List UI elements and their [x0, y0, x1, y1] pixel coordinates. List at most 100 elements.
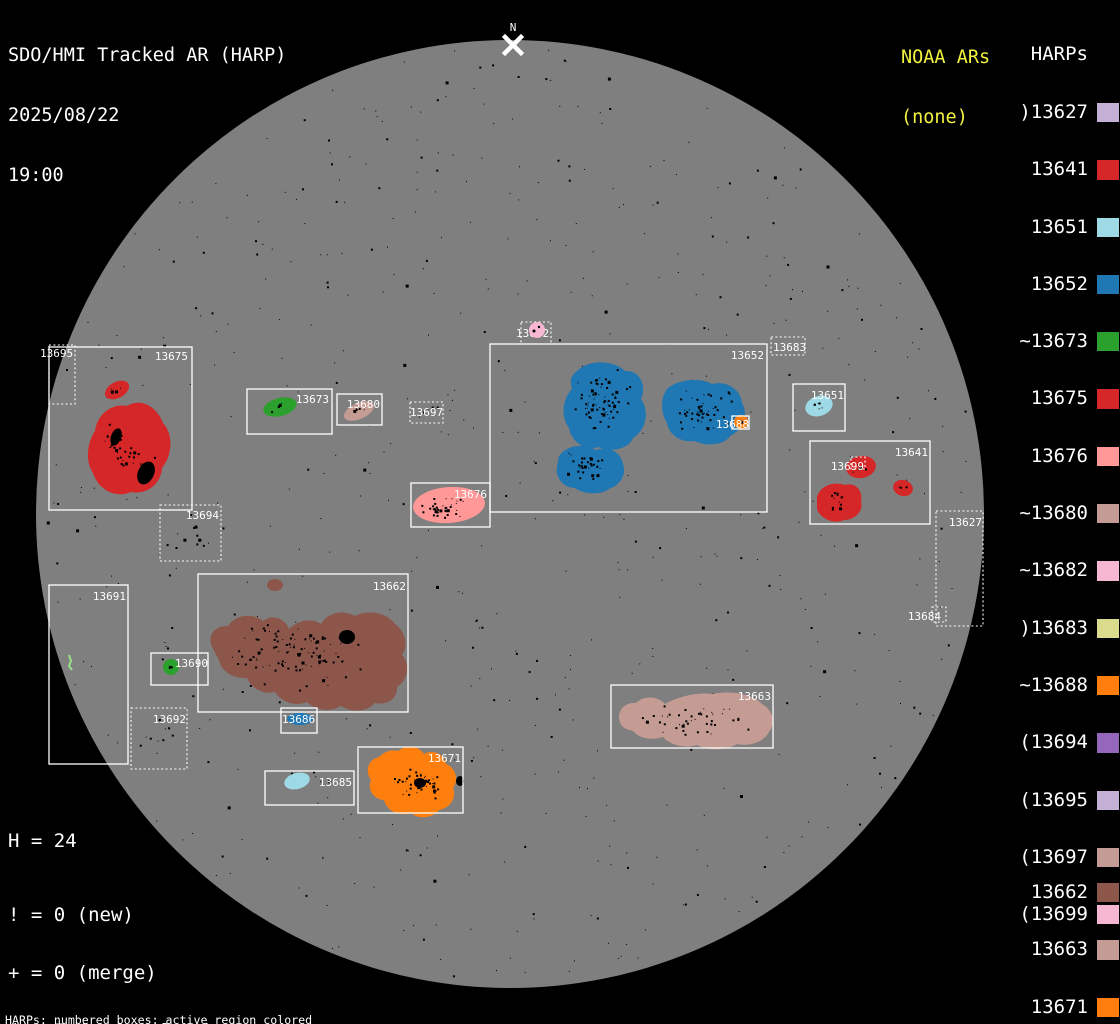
harp-id: (13694	[1019, 731, 1088, 754]
harp-label: 13699	[831, 460, 864, 473]
harp-label: 13676	[454, 488, 487, 501]
harp-box-13675	[48, 346, 193, 511]
harp-label: 13627	[949, 516, 982, 529]
ar-13682-group	[529, 322, 545, 338]
harp-box-13627	[935, 510, 984, 627]
harp-box-13663	[610, 684, 774, 749]
harp-box-13651	[792, 383, 846, 432]
harp-legend-row: (13695	[1019, 788, 1119, 811]
ar-13671	[367, 746, 457, 818]
harp-id: 13675	[1030, 387, 1088, 410]
harp-box-13680	[336, 393, 383, 426]
harp-color-swatch	[1097, 790, 1119, 810]
solar-disk	[36, 40, 984, 988]
harp-legend-row: 13671	[1019, 997, 1119, 1017]
ar-13685	[284, 772, 310, 790]
harp-label: 13651	[811, 389, 844, 402]
footer-notes: HARPs: numbered boxes; active region col…	[5, 990, 410, 1024]
harp-box-13695	[48, 344, 76, 405]
harp-count: H = 24	[8, 830, 77, 852]
harp-color-swatch	[1097, 675, 1119, 696]
harp-label: 13691	[93, 590, 126, 603]
harp-color-swatch	[1097, 274, 1119, 295]
harp-label: 13683	[773, 341, 806, 354]
harp-box-13686	[280, 707, 318, 734]
ar-13682	[529, 322, 545, 338]
harp-label: 13685	[319, 776, 352, 789]
ar-13662-top	[267, 579, 283, 591]
harp-id: ~13680	[1019, 502, 1088, 525]
ar-13676	[413, 486, 485, 524]
harp-box-13652	[489, 343, 768, 513]
harp-id: (13695	[1019, 788, 1088, 811]
ar-13641-right	[893, 479, 913, 497]
ar-13682-spot	[532, 329, 536, 333]
harp-label: 13684	[908, 610, 941, 623]
harp-box-13673	[246, 388, 333, 435]
harp-legend-row: 13641	[1019, 158, 1119, 181]
harp-color-swatch	[1097, 618, 1119, 638]
harp-id: ~13673	[1019, 330, 1088, 353]
ar-13680	[344, 401, 374, 421]
harp-legend-row: 13676	[1019, 446, 1119, 467]
date-label: 2025/08/22	[8, 105, 120, 126]
header: SDO/HMI Tracked AR (HARP) 2025/08/22 19:…	[8, 6, 286, 206]
ar-13682-spot	[537, 325, 541, 329]
harp-color-swatch	[1097, 905, 1119, 925]
flag-line-new: ! = 0 (new)	[8, 903, 134, 926]
north-label: N	[510, 21, 517, 34]
harp-color-swatch	[1097, 561, 1119, 581]
harp-legend-row: 13663	[1019, 940, 1119, 960]
ar-13688	[734, 415, 748, 429]
harp-legend-row: ~13673	[1019, 330, 1119, 353]
harp-color-swatch	[1097, 332, 1119, 352]
harp-id: )13627	[1019, 101, 1088, 123]
harp-label: 13686	[282, 713, 315, 726]
harp-id: 13651	[1030, 215, 1088, 238]
harp-box-13685	[264, 770, 355, 806]
harp-legend-row: ~13680	[1019, 502, 1119, 525]
harp-id: ~13688	[1019, 673, 1088, 696]
harp-legend-row: ~13682	[1019, 559, 1119, 582]
harp-id: )13683	[1019, 616, 1088, 639]
harp-label: 13694	[186, 509, 219, 522]
harp-legend-row: 13675	[1019, 387, 1119, 410]
harp-color-swatch	[1097, 389, 1119, 409]
flag-line-pad-before: ( = 5 (pad before)	[8, 1021, 225, 1024]
harp-id: ~13682	[1019, 559, 1088, 582]
harp-label: 13641	[895, 446, 928, 459]
harp-box-13671	[357, 746, 464, 814]
harp-id: 13641	[1030, 158, 1088, 181]
harp-legend-row: (13694	[1019, 731, 1119, 754]
time-label: 19:00	[8, 165, 64, 186]
harp-legend-row: 13662	[1019, 881, 1119, 903]
harp-box-13699	[850, 456, 866, 470]
footer-note-harps: HARPs: numbered boxes; active region col…	[5, 1013, 313, 1024]
sunspot-speck-clusters	[104, 369, 908, 800]
harps-legend-top: HARPs )13627 13641 13651 13652 ~13673 13…	[1019, 6, 1119, 943]
harp-box-13694	[159, 504, 222, 562]
harp-color-swatch	[1097, 217, 1119, 237]
harp-legend-row: )13683	[1019, 616, 1119, 639]
harp-color-swatch	[1097, 733, 1119, 753]
harp-id: 13662	[1030, 881, 1088, 903]
harp-label: 13688	[716, 418, 749, 431]
harp-color-swatch	[1097, 997, 1119, 1017]
ar-13641-bottom	[817, 483, 862, 522]
harp-label: 13663	[738, 690, 771, 703]
harp-box-13662	[197, 573, 409, 713]
harp-box-13641	[809, 440, 931, 525]
ar-13662-main	[210, 612, 408, 711]
harp-color-swatch	[1097, 940, 1119, 960]
harp-label: 13673	[296, 393, 329, 406]
harps-title: HARPs	[1030, 43, 1088, 65]
ar-13652-c	[556, 445, 625, 494]
north-cross-icon	[501, 33, 525, 57]
harp-id: 13652	[1030, 272, 1088, 295]
flag-legend: ! = 0 (new) + = 0 (merge) ( = 5 (pad bef…	[8, 867, 225, 1024]
harp-color-swatch	[1097, 446, 1119, 467]
harp-color-swatch	[1097, 847, 1119, 868]
harps-legend-bottom: 13662 13663 13671 )13684 ~13685 13686 13…	[1019, 845, 1119, 1024]
harp-label: 13652	[731, 349, 764, 362]
